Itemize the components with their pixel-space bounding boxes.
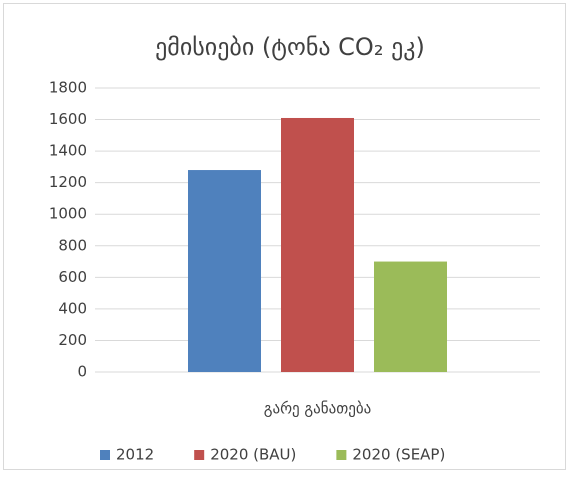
chart-title: ემისიები (ტონა CO₂ ეკ) bbox=[155, 33, 425, 61]
legend-label: 2020 (SEAP) bbox=[352, 446, 445, 464]
legend-label: 2012 bbox=[116, 446, 154, 464]
legend-swatch bbox=[194, 450, 205, 460]
y-tick-label: 400 bbox=[58, 299, 87, 317]
y-tick-label: 800 bbox=[58, 236, 87, 254]
y-tick-label: 200 bbox=[58, 331, 87, 349]
legend-swatch bbox=[100, 450, 110, 460]
bar bbox=[281, 117, 354, 372]
y-tick-label: 1400 bbox=[49, 142, 87, 160]
x-tick-label: გარე განათება bbox=[264, 400, 371, 418]
y-tick-label: 1000 bbox=[49, 205, 87, 223]
y-tick-label: 1200 bbox=[49, 173, 87, 191]
y-tick-label: 0 bbox=[77, 363, 87, 381]
legend-label: 2020 (BAU) bbox=[210, 446, 296, 464]
y-tick-label: 600 bbox=[58, 268, 87, 286]
y-tick-label: 1800 bbox=[49, 79, 87, 97]
bar bbox=[374, 261, 447, 372]
y-tick-label: 1600 bbox=[49, 110, 87, 128]
legend-swatch bbox=[336, 450, 347, 460]
bar bbox=[188, 170, 261, 372]
